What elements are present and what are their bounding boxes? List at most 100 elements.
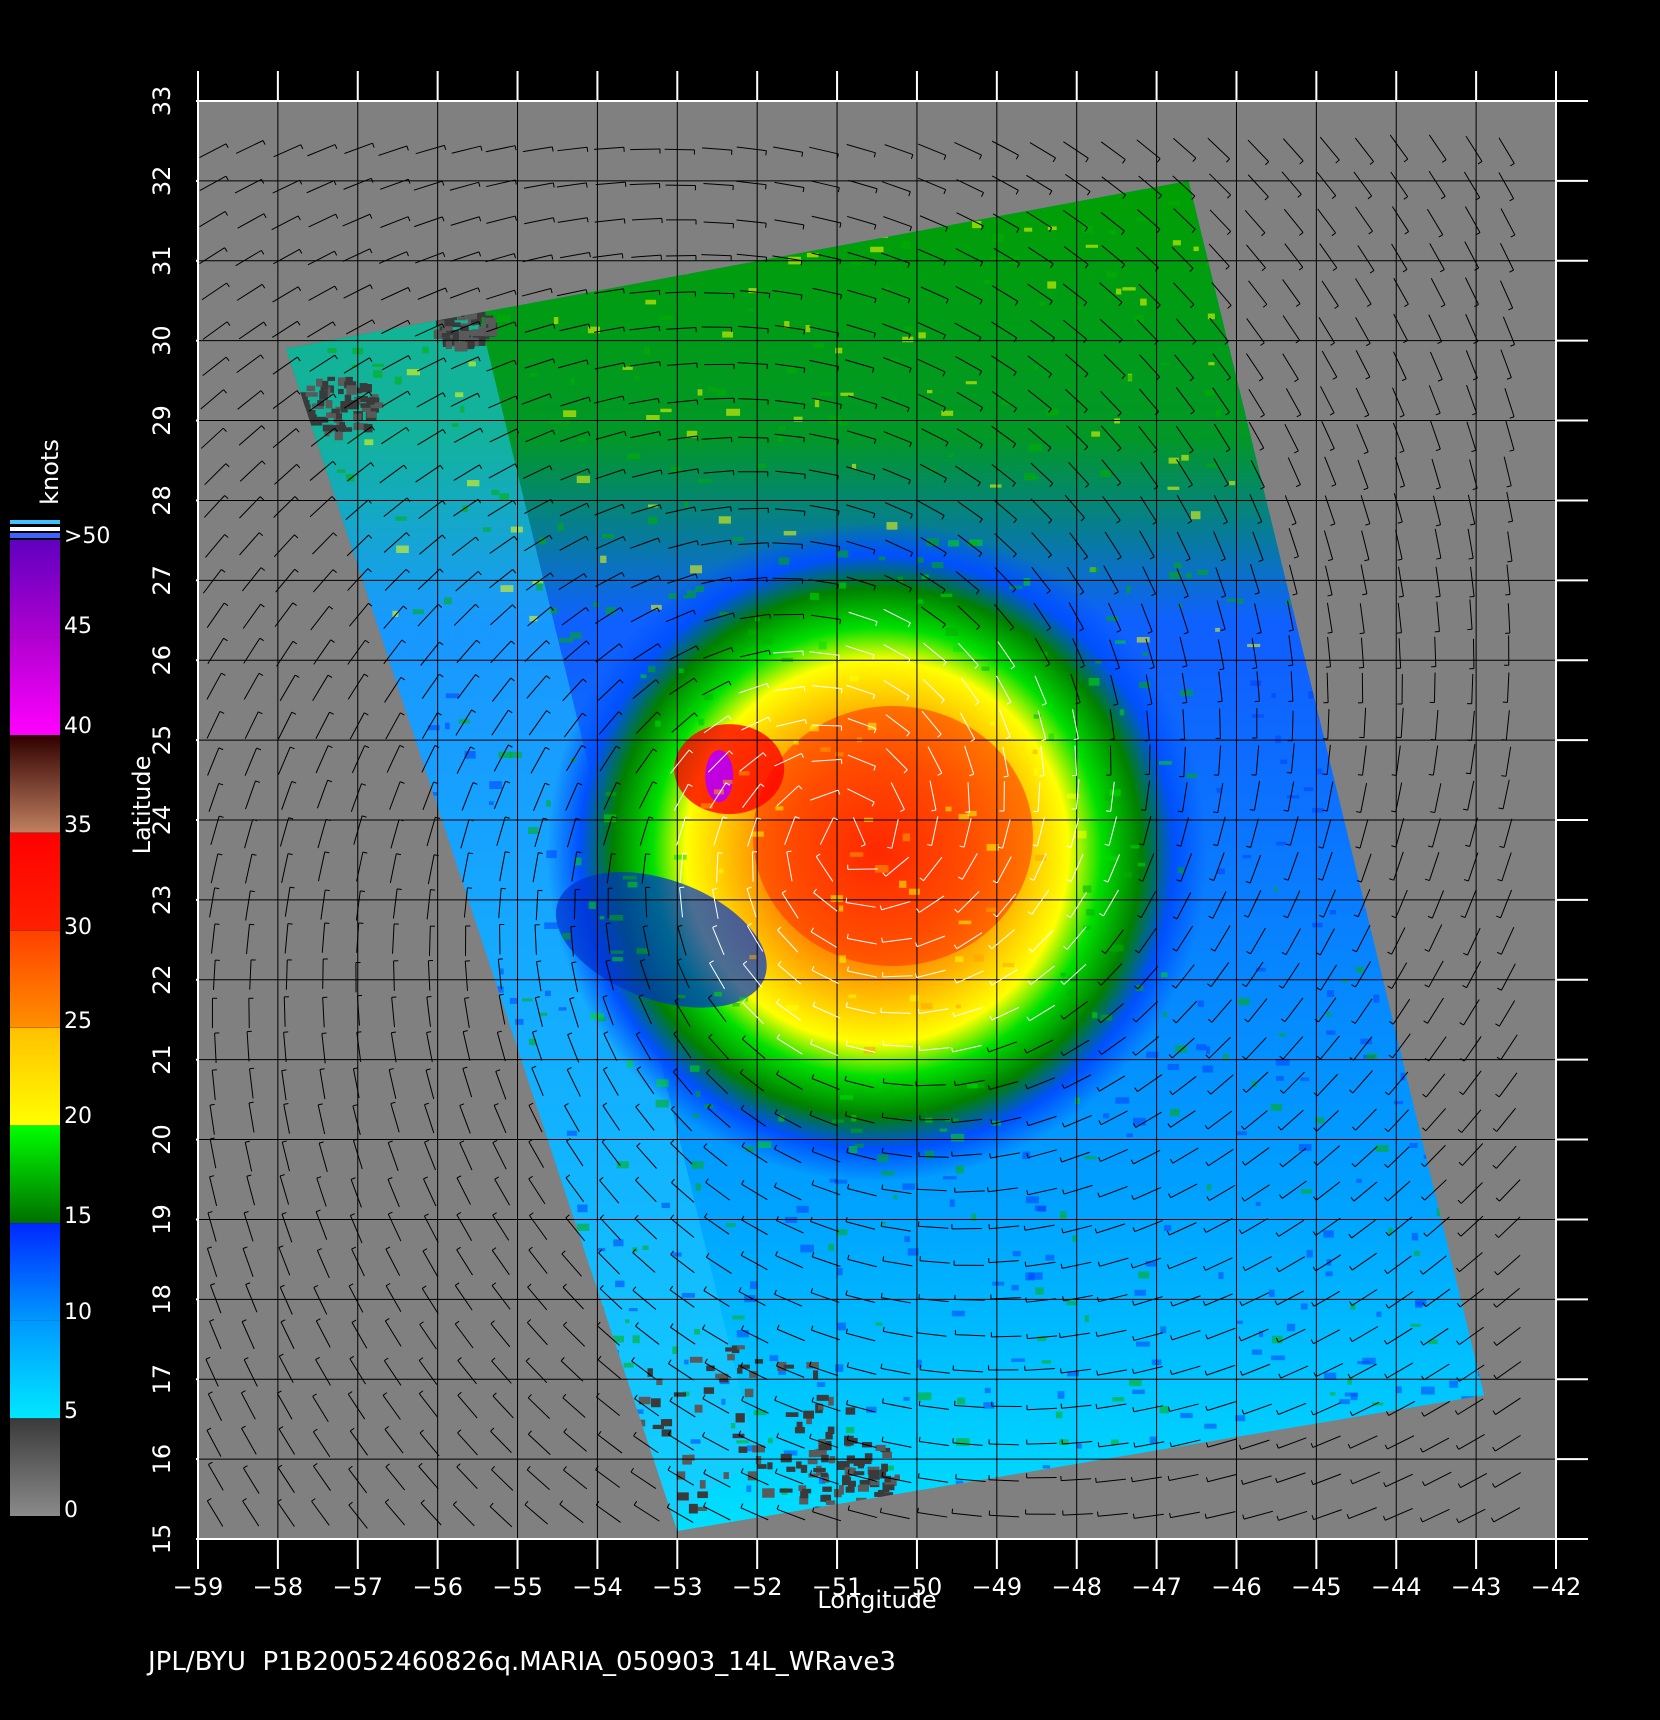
wind-vector-barb [278,1426,284,1430]
wind-vector [630,1471,657,1489]
wind-vector-barb [1169,1369,1173,1375]
wind-vector-barb [226,321,231,326]
wind-vector [852,817,866,845]
wind-vector [988,1479,1019,1482]
wind-vector-barb [1327,594,1333,597]
wind-vector [1062,1225,1093,1234]
wind-vector-barb [313,1463,318,1467]
wind-vector-barb [1276,1267,1280,1272]
wind-vector-barb [648,816,654,819]
wind-vector-barb [1084,483,1090,488]
wind-vector-barb [846,1362,849,1367]
wind-vector-barb [1494,1233,1499,1238]
wind-vector-barb [1027,911,1033,915]
wind-vector-barb [632,1248,637,1253]
wind-vector [1207,1438,1237,1448]
wind-vector-barb [1097,1192,1100,1198]
wind-vector-barb [954,908,959,913]
wind-vector-barb [1048,227,1053,233]
wind-vector-barb [945,227,948,232]
wind-vector-barb [1364,559,1370,562]
wind-vector-barb [297,286,302,292]
wind-vector-barb [1133,1442,1136,1448]
wind-vector [1398,566,1404,597]
wind-vector [1217,783,1224,813]
wind-vector [1351,1326,1379,1342]
wind-vector-barb [620,607,624,612]
wind-vector [746,888,757,918]
wind-vector [1061,1151,1091,1163]
wind-vector-barb [952,1011,955,1017]
wind-vector-barb [454,1282,460,1286]
wind-vector [322,997,325,1028]
wind-vector-barb [712,925,718,928]
wind-vector-barb [1498,807,1504,810]
wind-vector [207,638,224,665]
wind-vector [526,675,547,699]
wind-vector-barb [224,247,228,252]
wind-vector-barb [1495,1197,1500,1202]
wind-vector [846,430,876,440]
wind-vector [636,1145,657,1169]
wind-vector [1251,638,1258,668]
wind-vector-barb [407,179,411,184]
wind-vector [1431,458,1441,488]
wind-vector [1063,1184,1093,1195]
wind-vector [488,395,516,409]
wind-vector-barb [1509,416,1515,419]
wind-vector-barb [1134,1087,1138,1092]
wind-vector [676,816,686,846]
wind-vector [1171,246,1194,269]
wind-vector [235,249,262,267]
wind-vector-barb [1191,195,1196,200]
wind-vector-barb [603,1031,609,1035]
wind-vector [885,748,908,771]
wind-vector [1392,1033,1411,1059]
wind-vector [919,572,946,590]
wind-vector [524,217,554,225]
wind-vector-barb [970,738,975,742]
wind-vector [1133,1366,1163,1374]
wind-vector [603,782,617,810]
wind-vector [521,288,552,297]
wind-vector [1250,927,1266,955]
wind-vector [629,361,660,367]
wind-vector-barb [1365,343,1371,347]
wind-vector-barb [325,818,331,822]
wind-vector-barb [839,619,841,625]
wind-vector-barb [294,496,299,501]
wind-vector-barb [800,294,803,300]
wind-vector [1362,745,1367,776]
wind-vector-barb [1176,879,1182,882]
wind-vector [917,143,947,156]
wind-vector [706,1072,729,1095]
wind-vector [1353,171,1373,197]
wind-vector-barb [582,712,587,717]
wind-vector-barb [643,925,648,928]
wind-vector-barb [406,532,410,537]
wind-vector-barb [1283,878,1289,881]
wind-vector-barb [836,584,839,589]
wind-vector-barb [1362,593,1367,596]
wind-vector-barb [1138,879,1143,882]
wind-vector-barb [846,1399,849,1405]
wind-vector [955,1478,986,1483]
wind-vector [1247,889,1262,918]
wind-vector-barb [1427,845,1433,848]
wind-vector [740,1108,766,1127]
wind-vector-barb [1312,1231,1317,1236]
wind-vector-barb [978,337,982,342]
wind-vector [244,854,253,884]
wind-vector [348,1285,364,1313]
wind-vector-barb [283,1102,289,1105]
wind-vector [1037,781,1041,812]
wind-vector-barb [1025,1084,1028,1089]
wind-vector [777,1328,806,1342]
wind-vector-barb [459,1103,465,1106]
wind-vector [1175,425,1194,451]
wind-vector-barb [1059,1157,1063,1163]
wind-vector-barb [1396,632,1402,634]
wind-vector [998,708,1011,738]
wind-vector-barb [387,1177,393,1180]
wind-vector [496,816,506,846]
